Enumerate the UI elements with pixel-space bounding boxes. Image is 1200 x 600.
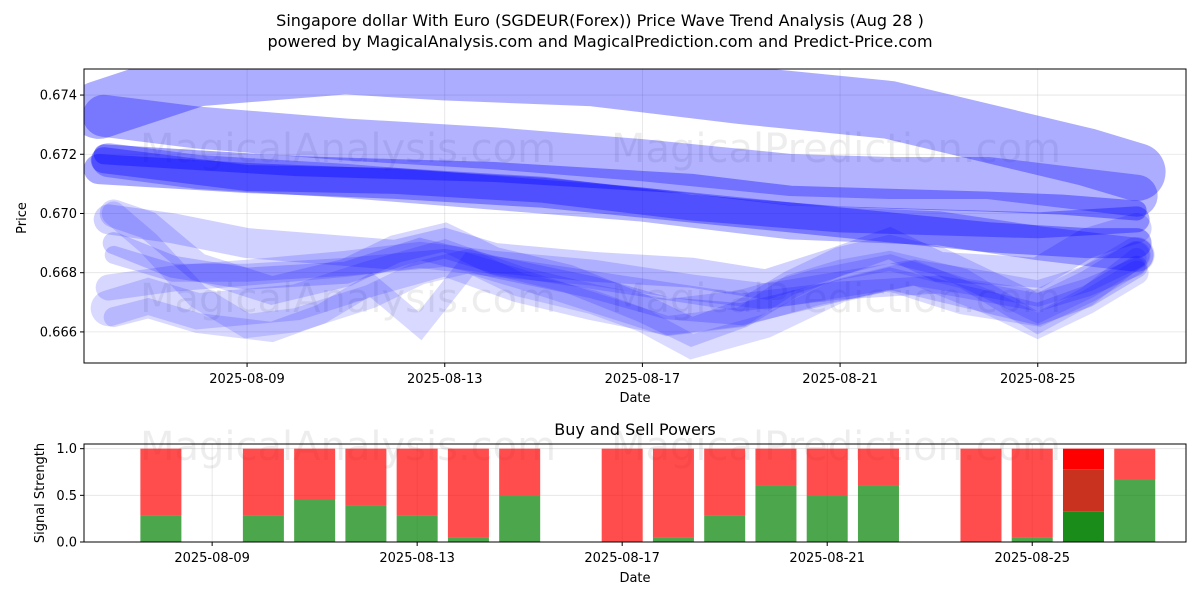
figure-title-line2: powered by MagicalAnalysis.com and Magic…: [267, 32, 932, 51]
sell-bar: [704, 448, 746, 516]
price-grid: [84, 69, 1186, 363]
sell-bar: [447, 448, 489, 538]
price-x-tick-label: 2025-08-13: [407, 372, 483, 387]
price-wave-line-3: [84, 94, 1158, 217]
buy-bar: [857, 485, 899, 542]
price-wave-line-8: [95, 241, 1150, 310]
price-x-ticks: 2025-08-09 2025-08-13 2025-08-17 2025-08-21…: [209, 363, 1076, 387]
price-x-tick-label: 2025-08-17: [605, 372, 681, 387]
signal-y-tick-label: 0.0: [56, 536, 77, 551]
buy-bar: [652, 537, 694, 542]
signal-x-tick-label: 2025-08-17: [584, 551, 660, 566]
signal-y-ticks: 0.0 0.5 1.0: [56, 442, 84, 551]
sell-bar: [499, 448, 541, 496]
signal-x-tick-label: 2025-08-25: [994, 551, 1070, 566]
signal-x-ticks: 2025-08-09 2025-08-13 2025-08-17 2025-08-21…: [174, 542, 1070, 566]
price-wave-line-1: [84, 69, 1166, 201]
sell-bar: [1114, 448, 1156, 480]
signal-x-tick-label: 2025-08-09: [174, 551, 250, 566]
price-wave-line-11: [99, 199, 1151, 348]
price-plot-frame: [83, 68, 1187, 364]
buy-bar: [140, 515, 182, 542]
watermark-text: MagicalPrediction.com: [611, 126, 1061, 172]
buy-bar: [1114, 479, 1156, 542]
price-wave-series: [84, 69, 1166, 360]
sell-bar: [652, 448, 694, 538]
watermark-text: MagicalPrediction.com: [611, 276, 1061, 322]
price-wave-line-12: [101, 201, 1149, 360]
signal-y-axis-label: Signal Strength: [33, 443, 48, 543]
signal-bars: [140, 448, 1156, 542]
price-wave-line-14: [104, 245, 1146, 312]
buy-bar: [806, 495, 848, 542]
watermark-text: MagicalAnalysis.com: [140, 276, 556, 322]
price-wave-line-10: [102, 232, 1148, 326]
buy-bar: [242, 515, 284, 542]
price-wave-line-2: [84, 154, 1152, 259]
sell-bar: [755, 448, 797, 486]
price-x-tick-label: 2025-08-09: [209, 372, 285, 387]
price-y-ticks: 0.666 0.668 0.670 0.672 0.674: [40, 89, 84, 340]
price-y-axis-label: Price: [15, 202, 30, 234]
signal-x-tick-label: 2025-08-13: [379, 551, 455, 566]
sell-bar: [294, 448, 336, 500]
sell-bar: [242, 448, 284, 516]
buy-bar: [1062, 511, 1104, 542]
price-wave-line-6: [91, 143, 1154, 272]
signal-y-tick-label: 0.5: [56, 489, 77, 504]
buy-bar: [345, 505, 387, 542]
signal-chart-title: Buy and Sell Powers: [554, 420, 716, 439]
buy-bar: [1011, 537, 1053, 542]
price-x-axis-label: Date: [619, 391, 650, 406]
signal-x-axis-label: Date: [619, 571, 650, 586]
sell-bar: [960, 448, 1002, 542]
watermark-text: MagicalAnalysis.com: [140, 126, 556, 172]
figure-title-line1: Singapore dollar With Euro (SGDEUR(Forex…: [276, 11, 924, 30]
price-wave-line-9: [90, 236, 1155, 336]
buy-bar: [396, 515, 438, 542]
sell-bar: [857, 448, 899, 486]
buy-bar: [447, 537, 489, 542]
sell-bar: [140, 448, 182, 516]
price-y-tick-label: 0.670: [40, 207, 77, 222]
buy-bar: [294, 500, 336, 542]
signal-x-tick-label: 2025-08-21: [789, 551, 865, 566]
price-x-tick-label: 2025-08-21: [802, 372, 878, 387]
price-y-tick-label: 0.672: [40, 148, 77, 163]
price-panel: MagicalAnalysis.com MagicalPrediction.co…: [15, 68, 1187, 406]
signal-y-tick-label: 1.0: [56, 442, 77, 457]
buy-bar: [704, 515, 746, 542]
price-wave-line-13: [103, 247, 1147, 343]
sell-bar-upper: [1062, 448, 1104, 470]
buy-bar: [499, 495, 541, 542]
price-watermarks: MagicalAnalysis.com MagicalPrediction.co…: [140, 126, 1061, 322]
price-wave-line-4: [90, 147, 1150, 239]
sell-bar: [345, 448, 387, 506]
price-wave-line-5: [93, 144, 1147, 221]
price-y-tick-label: 0.666: [40, 325, 77, 340]
price-wave-line-7: [93, 204, 1152, 300]
sell-bar: [396, 448, 438, 516]
sell-bar: [806, 448, 848, 496]
sell-bar: [1011, 448, 1053, 538]
signal-panel: Buy and Sell Powers MagicalAnalysis.com …: [33, 420, 1187, 586]
signal-plot-frame: [83, 443, 1187, 543]
price-y-tick-label: 0.674: [40, 89, 77, 104]
sell-bar: [601, 448, 643, 542]
sell-bar-lower: [1062, 469, 1104, 512]
price-y-tick-label: 0.668: [40, 266, 77, 281]
buy-bar: [755, 485, 797, 542]
price-x-tick-label: 2025-08-25: [1000, 372, 1076, 387]
